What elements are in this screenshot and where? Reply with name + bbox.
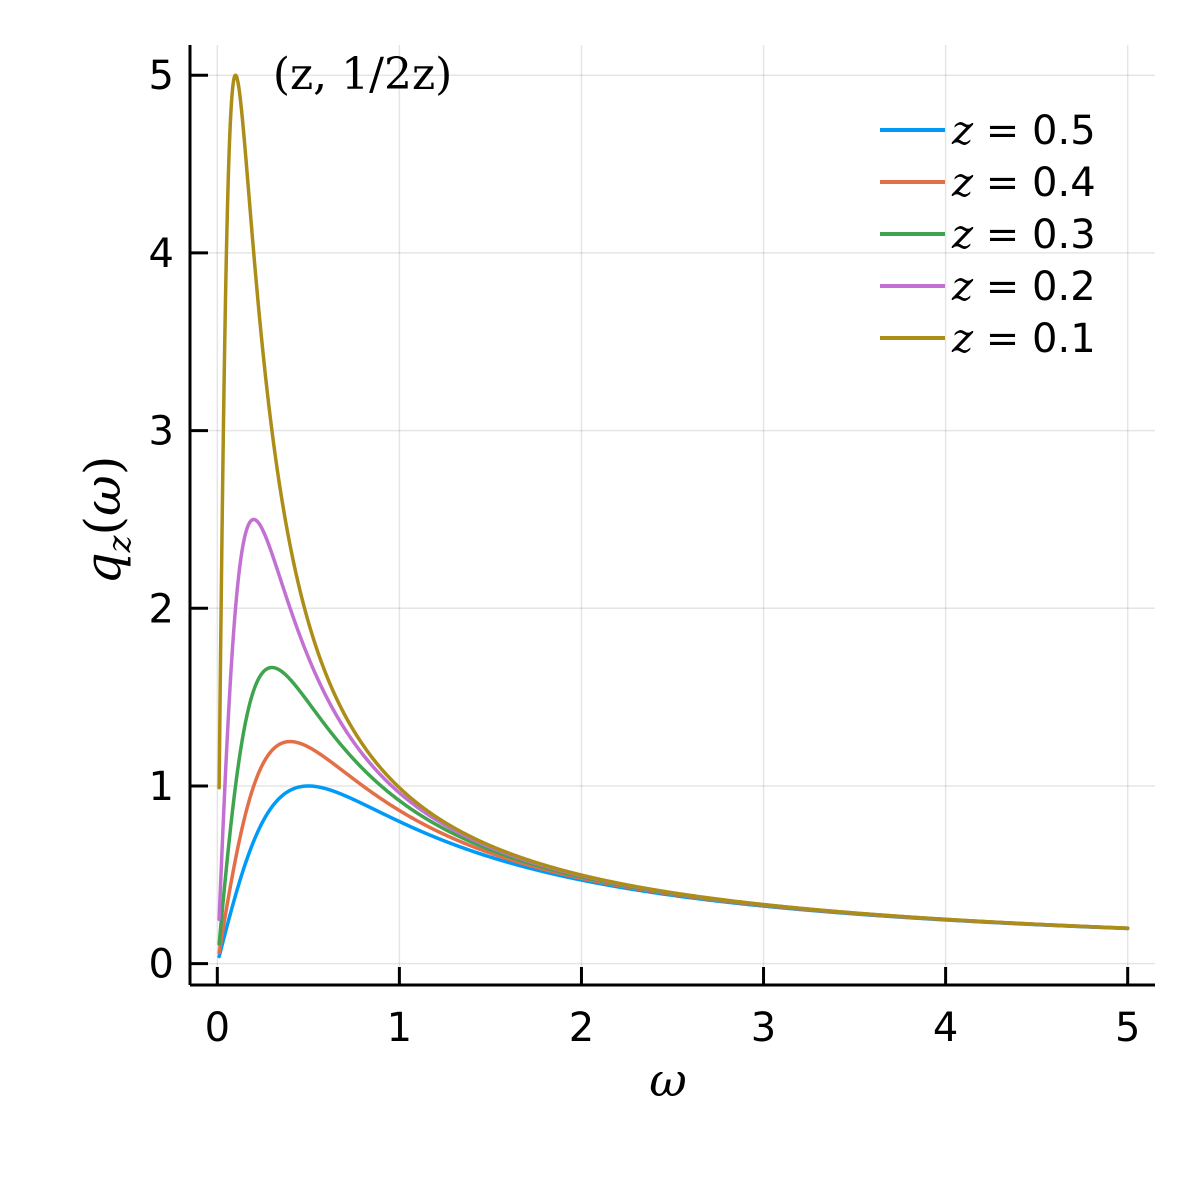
- y-label-q: q: [74, 552, 132, 584]
- legend: z = 0.5 z = 0.4 z = 0.3 z = 0.2 z = 0.1: [880, 108, 1096, 362]
- series-line: [217, 784, 1130, 959]
- x-tick-label: 2: [569, 1005, 594, 1051]
- legend-label: z = 0.2: [951, 264, 1096, 310]
- x-tick-label: 5: [1115, 1005, 1140, 1051]
- ticks: 0 1 2 3 4 5 0 1 2 3 4 5: [149, 53, 1141, 1051]
- x-tick-label: 3: [751, 1005, 776, 1051]
- legend-label: z = 0.3: [951, 212, 1096, 258]
- x-axis-label-text: ω: [649, 1053, 687, 1107]
- y-tick-label: 2: [149, 586, 174, 632]
- y-axis-label: qz(ω): [74, 456, 138, 585]
- y-tick-label: 5: [149, 53, 174, 99]
- x-axis-label: ω: [649, 1053, 687, 1107]
- y-tick-label: 1: [149, 764, 174, 810]
- y-tick-label: 4: [149, 231, 174, 277]
- y-tick-label: 3: [149, 409, 174, 455]
- axes: [188, 45, 1155, 987]
- legend-label: z = 0.5: [951, 108, 1096, 154]
- y-label-sub: z: [100, 534, 138, 553]
- grid: [190, 45, 1155, 985]
- x-tick-label: 0: [205, 1005, 230, 1051]
- y-tick-label: 0: [149, 942, 174, 988]
- legend-label: z = 0.1: [951, 316, 1096, 362]
- y-axis-label-text: qz(ω): [74, 456, 138, 585]
- series-line: [217, 517, 1130, 930]
- series-line: [217, 665, 1130, 946]
- x-tick-label: 1: [387, 1005, 412, 1051]
- y-label-arg: (: [74, 516, 132, 536]
- x-tick-label: 4: [933, 1005, 958, 1051]
- curves: [217, 73, 1130, 959]
- series-line: [217, 73, 1130, 930]
- legend-label: z = 0.4: [951, 160, 1096, 206]
- annotation: (z, 1/2z): [273, 49, 452, 100]
